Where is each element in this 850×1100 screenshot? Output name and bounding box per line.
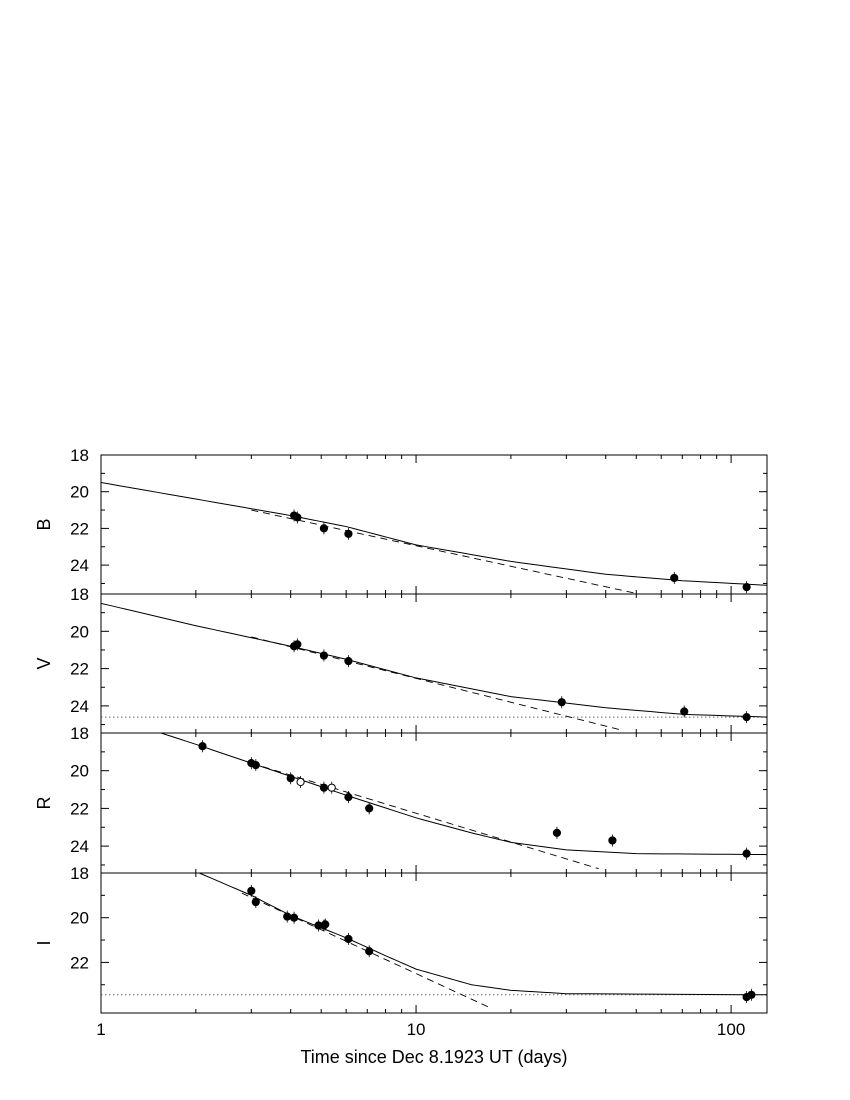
data-point	[293, 513, 302, 522]
data-point	[608, 836, 617, 845]
data-point	[289, 913, 299, 922]
panel-b: 18 20 22 24 B	[34, 446, 768, 595]
model-solid-line	[199, 873, 767, 996]
y-tick-label: 22	[70, 799, 89, 818]
panel-v: 18 20 22 24 V	[34, 585, 768, 734]
y-tick-label: 24	[70, 697, 89, 716]
data-point	[742, 583, 751, 592]
data-point	[747, 990, 756, 999]
y-tick-label: 18	[70, 724, 89, 743]
y-tick-label: 20	[70, 622, 89, 641]
data-point	[319, 651, 329, 660]
data-point	[742, 849, 751, 858]
data-point	[321, 920, 330, 929]
y-tick-label: 22	[70, 519, 89, 538]
panel-frame	[100, 732, 768, 874]
panel-plot-area	[101, 482, 767, 594]
panel-label-v: V	[34, 657, 54, 669]
y-tick-label: 22	[70, 660, 89, 679]
x-axis-label: Time since Dec 8.1923 UT (days)	[300, 1047, 567, 1067]
panel-frame	[100, 593, 768, 734]
data-point	[251, 897, 260, 907]
y-tick-label: 18	[70, 864, 89, 883]
model-solid-line	[101, 482, 767, 586]
panel-label-b: B	[34, 518, 54, 530]
data-point	[365, 804, 374, 813]
panel-r: 18 20 22 24 R	[34, 724, 768, 874]
data-point	[344, 657, 353, 666]
power-law-dashed-line	[251, 762, 599, 870]
data-point	[283, 912, 292, 921]
data-point	[198, 742, 207, 751]
data-point	[557, 698, 566, 707]
panel-frame	[100, 454, 768, 595]
x-axis: 1 10 100	[96, 1020, 745, 1039]
data-point	[327, 783, 336, 792]
y-tick-label: 22	[70, 953, 89, 972]
data-point	[319, 524, 329, 533]
panel-label-r: R	[34, 797, 54, 810]
data-point	[742, 712, 751, 722]
data-point	[251, 760, 260, 770]
y-tick-label: 20	[70, 483, 89, 502]
y-tick-label: 18	[70, 446, 89, 465]
data-point	[344, 934, 353, 944]
data-point	[319, 783, 329, 792]
data-point	[365, 947, 374, 956]
panel-frame	[100, 872, 768, 1014]
chart-panels: 18 20 22 24 B 18 20 22 24 V 18 20 22 24 R 18 20 22 I	[34, 446, 768, 1014]
y-tick-label: 24	[70, 837, 89, 856]
panel-plot-area	[160, 733, 767, 870]
x-tick-label: 100	[717, 1020, 745, 1039]
data-point	[670, 573, 679, 583]
data-point	[344, 529, 353, 539]
panel-plot-area	[101, 873, 767, 1008]
data-point	[552, 828, 562, 838]
y-tick-label: 20	[70, 909, 89, 928]
data-point	[344, 792, 353, 802]
data-point	[286, 774, 295, 783]
panel-label-i: I	[34, 940, 54, 945]
data-point	[293, 640, 302, 649]
model-solid-line	[101, 602, 767, 718]
power-law-dashed-line	[251, 509, 642, 594]
x-tick-label: 10	[407, 1020, 426, 1039]
panel-plot-area	[101, 602, 767, 731]
data-point	[247, 886, 256, 895]
power-law-dashed-line	[251, 636, 622, 731]
model-solid-line	[160, 733, 767, 856]
y-tick-label: 20	[70, 762, 89, 781]
y-tick-label: 24	[70, 556, 89, 575]
panel-i: 18 20 22 I	[34, 864, 768, 1014]
y-tick-label: 18	[70, 585, 89, 604]
data-point	[296, 777, 305, 787]
x-tick-label: 1	[96, 1020, 105, 1039]
data-point	[680, 707, 689, 716]
